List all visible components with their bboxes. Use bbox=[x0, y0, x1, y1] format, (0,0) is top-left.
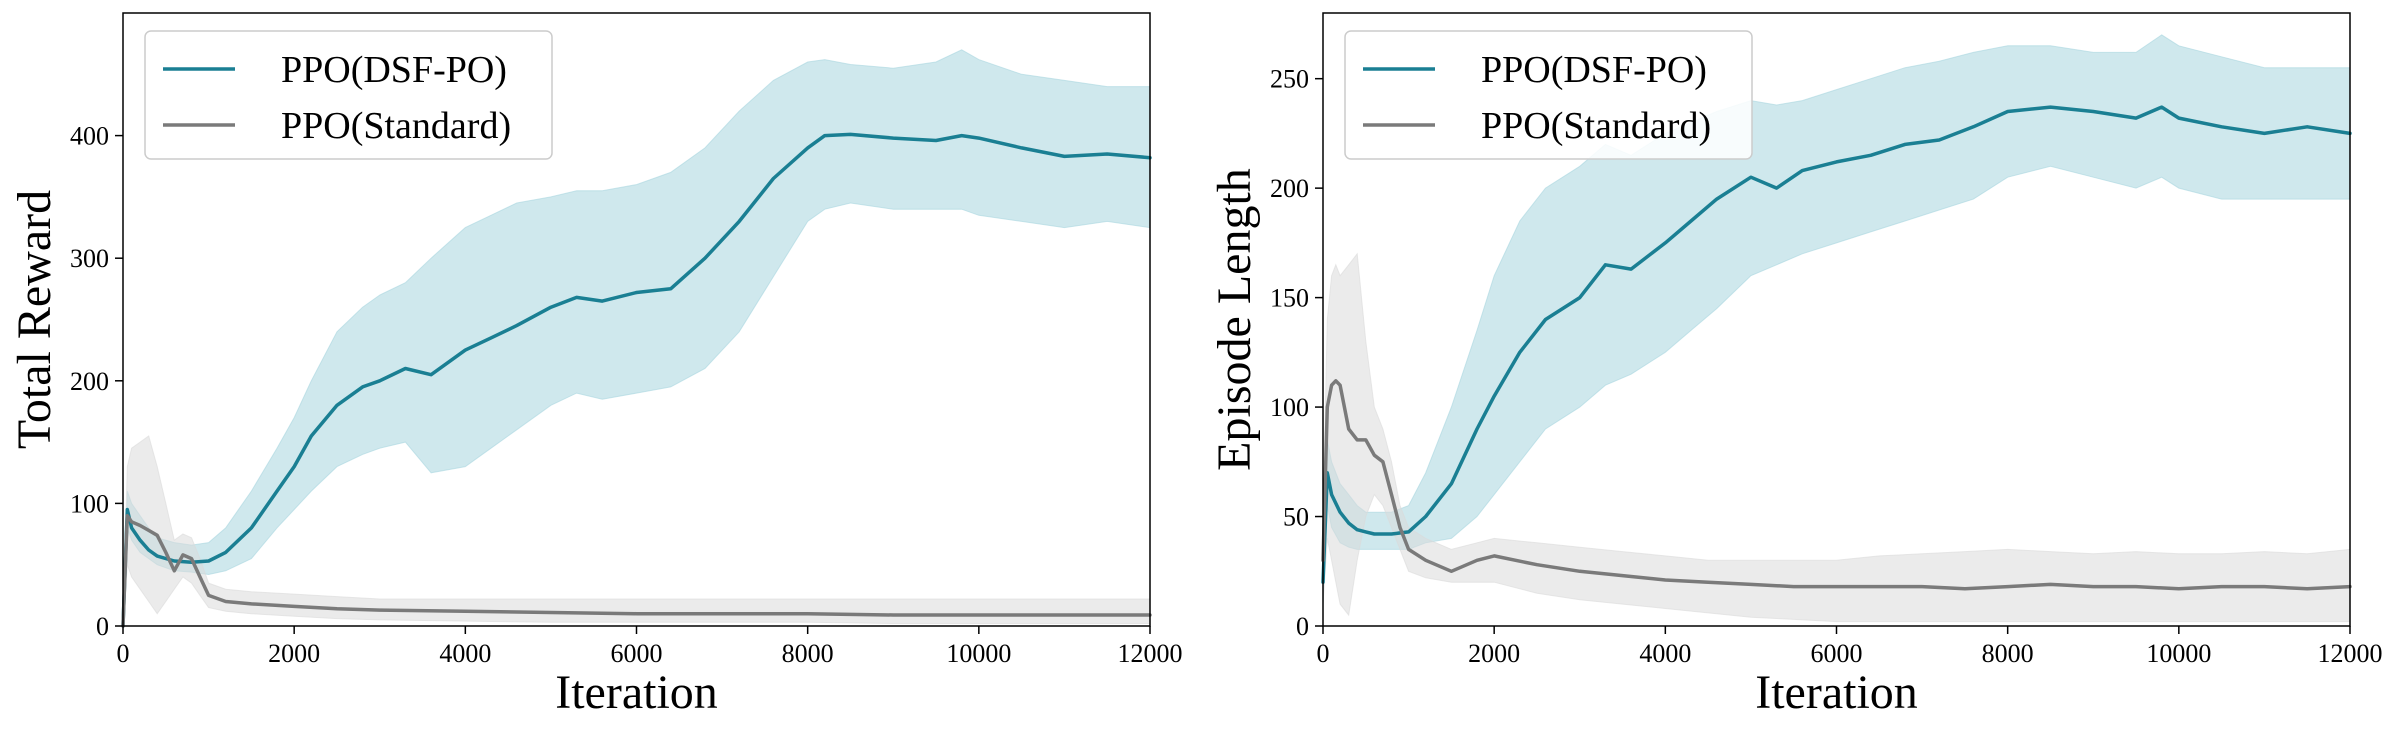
y-tick-label: 200 bbox=[1270, 174, 1309, 203]
x-tick-label: 4000 bbox=[439, 639, 491, 668]
x-tick-label: 6000 bbox=[1811, 639, 1863, 668]
x-tick-label: 2000 bbox=[268, 639, 320, 668]
legend-item-standard: PPO(Standard) bbox=[163, 105, 511, 147]
legend-label-dsf-po: PPO(DSF-PO) bbox=[1481, 49, 1707, 91]
y-axis-label: Total Reward bbox=[8, 190, 61, 449]
x-tick-label: 8000 bbox=[1982, 639, 2034, 668]
legend-label-standard: PPO(Standard) bbox=[281, 105, 511, 147]
y-tick-label: 150 bbox=[1270, 284, 1309, 313]
legend-item-dsf-po: PPO(DSF-PO) bbox=[1363, 49, 1707, 91]
x-axis-label: Iteration bbox=[1755, 666, 1918, 719]
x-tick-label: 10000 bbox=[946, 639, 1011, 668]
y-tick-label: 400 bbox=[70, 122, 109, 151]
legend-item-dsf-po: PPO(DSF-PO) bbox=[163, 49, 507, 91]
series-lines bbox=[1321, 105, 2352, 591]
x-tick-label: 6000 bbox=[611, 639, 663, 668]
x-tick-label: 0 bbox=[117, 639, 130, 668]
y-tick-label: 250 bbox=[1270, 65, 1309, 94]
y-axis-ticks: 0 100 200 300 400 bbox=[70, 122, 123, 641]
y-tick-label: 200 bbox=[70, 367, 109, 396]
line-ppo-dsf-po bbox=[1321, 105, 2352, 584]
y-tick-label: 50 bbox=[1283, 503, 1309, 532]
line-ppo-standard bbox=[1321, 379, 2352, 591]
x-axis-ticks: 0 2000 4000 6000 8000 10000 12000 bbox=[117, 626, 1183, 668]
x-tick-label: 4000 bbox=[1639, 639, 1691, 668]
y-axis-label: Episode Length bbox=[1208, 168, 1261, 471]
line-ppo-dsf-po bbox=[121, 132, 1152, 628]
y-tick-label: 0 bbox=[1296, 612, 1309, 641]
legend-label-dsf-po: PPO(DSF-PO) bbox=[281, 49, 507, 91]
chart-episode-length: 0 2000 4000 6000 8000 10000 12000 0 50 100 150 200… bbox=[1208, 12, 2383, 719]
x-tick-label: 12000 bbox=[2318, 639, 2383, 668]
x-tick-label: 10000 bbox=[2146, 639, 2211, 668]
legend-box bbox=[1344, 30, 1753, 160]
legend-label-standard: PPO(Standard) bbox=[1481, 105, 1711, 147]
legend-box bbox=[144, 30, 553, 160]
y-tick-label: 100 bbox=[1270, 393, 1309, 422]
line-ppo-standard bbox=[121, 513, 1152, 628]
chart-total-reward: 0 2000 4000 6000 8000 10000 12000 0 100 200 300 40… bbox=[8, 12, 1183, 719]
x-axis-ticks: 0 2000 4000 6000 8000 10000 12000 bbox=[1317, 626, 2383, 668]
y-axis-ticks: 0 50 100 150 200 250 bbox=[1270, 65, 1323, 641]
y-tick-label: 300 bbox=[70, 244, 109, 273]
x-tick-label: 0 bbox=[1317, 639, 1330, 668]
y-tick-label: 100 bbox=[70, 489, 109, 518]
series-lines bbox=[121, 132, 1152, 628]
legend-item-standard: PPO(Standard) bbox=[1363, 105, 1711, 147]
x-tick-label: 2000 bbox=[1468, 639, 1520, 668]
legend: PPO(DSF-PO) PPO(Standard) bbox=[144, 30, 553, 160]
x-axis-label: Iteration bbox=[555, 666, 718, 719]
y-tick-label: 0 bbox=[96, 612, 109, 641]
legend: PPO(DSF-PO) PPO(Standard) bbox=[1344, 30, 1753, 160]
x-tick-label: 8000 bbox=[782, 639, 834, 668]
x-tick-label: 12000 bbox=[1118, 639, 1183, 668]
